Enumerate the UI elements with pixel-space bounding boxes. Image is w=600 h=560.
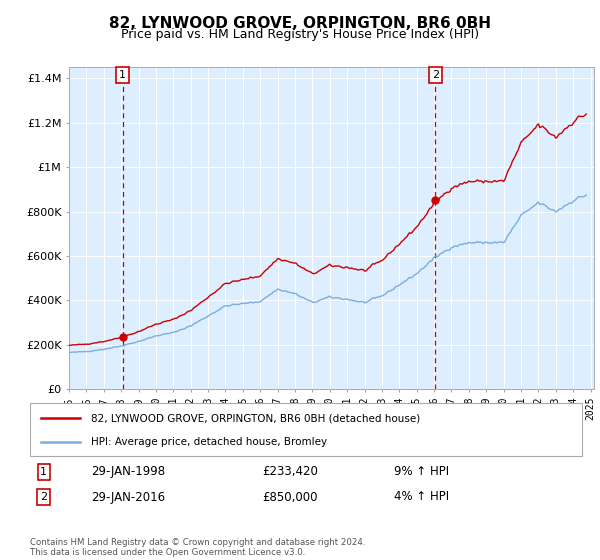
Text: 82, LYNWOOD GROVE, ORPINGTON, BR6 0BH (detached house): 82, LYNWOOD GROVE, ORPINGTON, BR6 0BH (d… [91,413,420,423]
FancyBboxPatch shape [30,403,582,456]
Text: 2: 2 [40,492,47,502]
Text: 29-JAN-2016: 29-JAN-2016 [91,491,165,503]
Text: 1: 1 [119,70,126,80]
Text: 9% ↑ HPI: 9% ↑ HPI [394,465,449,478]
Text: 82, LYNWOOD GROVE, ORPINGTON, BR6 0BH: 82, LYNWOOD GROVE, ORPINGTON, BR6 0BH [109,16,491,31]
Text: 4% ↑ HPI: 4% ↑ HPI [394,491,449,503]
Text: Contains HM Land Registry data © Crown copyright and database right 2024.
This d: Contains HM Land Registry data © Crown c… [30,538,365,557]
Text: £850,000: £850,000 [262,491,317,503]
Text: Price paid vs. HM Land Registry's House Price Index (HPI): Price paid vs. HM Land Registry's House … [121,28,479,41]
Text: HPI: Average price, detached house, Bromley: HPI: Average price, detached house, Brom… [91,436,327,446]
Text: £233,420: £233,420 [262,465,318,478]
Text: 29-JAN-1998: 29-JAN-1998 [91,465,165,478]
Text: 2: 2 [432,70,439,80]
Text: 1: 1 [40,467,47,477]
